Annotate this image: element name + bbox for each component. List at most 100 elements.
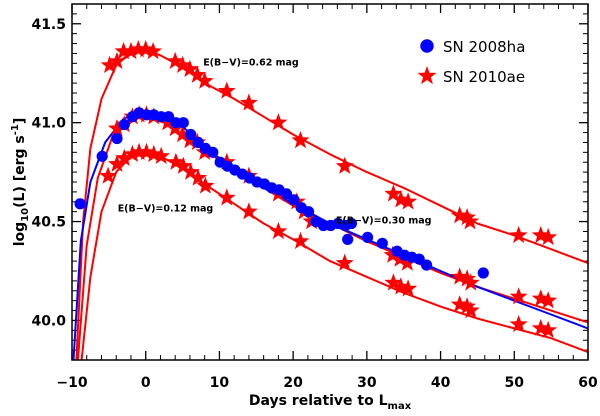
- data-point-sn2010ae: [269, 113, 288, 131]
- data-points: [74, 40, 558, 338]
- data-point-sn2010ae: [129, 40, 148, 58]
- legend-symbol: [417, 66, 437, 85]
- data-point-sn2010ae: [174, 156, 193, 174]
- data-point-sn2010ae: [539, 320, 558, 338]
- data-point-sn2010ae: [144, 42, 163, 60]
- data-point-sn2008ha: [74, 198, 86, 210]
- annotation-label: E(B−V)=0.62 mag: [203, 57, 299, 68]
- data-point-sn2010ae: [239, 202, 258, 220]
- data-point-sn2010ae: [180, 59, 199, 77]
- data-point-sn2010ae: [291, 131, 310, 149]
- data-point-sn2010ae: [335, 156, 354, 174]
- x-tick-labels: −10 0 10 20 30 40 50 60: [56, 375, 598, 391]
- data-point-sn2008ha: [303, 206, 315, 218]
- y-tick-label: 40.0: [31, 313, 66, 329]
- y-tick-label: 41.5: [31, 17, 66, 33]
- x-tick-label: −10: [56, 375, 87, 391]
- y-axis-label-suffix: ]: [12, 118, 28, 124]
- x-axis-label-main: Days relative to L: [249, 393, 388, 409]
- y-axis-label-main: (L) [erg s: [12, 135, 28, 208]
- x-tick-label: 20: [283, 375, 303, 391]
- data-point-sn2010ae: [461, 301, 480, 319]
- data-point-sn2010ae: [539, 291, 558, 309]
- legend: SN 2008ha SN 2010ae: [417, 38, 525, 86]
- y-axis-label-prefix: log: [12, 222, 28, 246]
- data-point-sn2010ae: [399, 279, 418, 297]
- data-point-sn2010ae: [99, 166, 118, 184]
- data-point-sn2010ae: [398, 253, 417, 271]
- data-point-sn2010ae: [196, 176, 215, 194]
- x-axis-label-subscript: max: [388, 401, 412, 412]
- data-point-sn2010ae: [166, 152, 185, 170]
- data-point-sn2008ha: [207, 146, 219, 158]
- data-point-sn2010ae: [115, 148, 134, 166]
- x-tick-label: 60: [578, 375, 598, 391]
- y-tick-labels: 40.0 40.5 41.0 41.5: [31, 17, 66, 330]
- data-point-sn2010ae: [509, 314, 528, 333]
- data-point-sn2010ae: [189, 168, 208, 186]
- y-axis-label-subscript: 10: [20, 208, 31, 222]
- legend-label-sn2008ha: SN 2008ha: [443, 38, 525, 56]
- y-tick-label: 40.5: [31, 215, 66, 231]
- data-point-sn2008ha: [111, 132, 123, 145]
- annotation-label: E(B−V)=0.12 mag: [118, 204, 214, 215]
- data-point-sn2010ae: [509, 225, 528, 244]
- legend-marker-sn2010ae: [417, 66, 437, 85]
- annotations: E(B−V)=0.62 mag E(B−V)=0.12 mag E(B−V)=0.3…: [118, 57, 432, 226]
- legend-label-sn2010ae: SN 2010ae: [443, 68, 525, 86]
- data-point-sn2010ae: [399, 192, 418, 210]
- x-tick-label: 0: [141, 375, 151, 391]
- data-point-sn2010ae: [121, 42, 140, 60]
- y-axis-label-superscript: -1: [10, 124, 21, 135]
- x-axis-label: Days relative to Lmax: [249, 393, 412, 412]
- data-point-sn2010ae: [123, 144, 142, 162]
- data-point-sn2010ae: [539, 227, 558, 246]
- data-point-sn2010ae: [461, 212, 480, 230]
- data-point-sn2010ae: [107, 51, 126, 69]
- data-point-sn2010ae: [458, 208, 477, 226]
- legend-symbol: [420, 39, 434, 53]
- data-point-sn2010ae: [130, 142, 149, 160]
- annotation-label: E(B−V)=0.30 mag: [336, 216, 432, 227]
- data-point-sn2010ae: [173, 55, 192, 73]
- y-tick-label: 41.0: [31, 116, 66, 132]
- data-point-sn2008ha: [96, 150, 108, 162]
- y-axis-label: log10(L) [erg s-1]: [10, 118, 31, 247]
- x-tick-label: 10: [210, 375, 230, 391]
- data-point-sn2010ae: [173, 125, 192, 143]
- data-point-sn2010ae: [114, 42, 133, 60]
- data-point-sn2010ae: [458, 269, 477, 287]
- data-point-sn2010ae: [239, 93, 258, 111]
- data-point-sn2010ae: [458, 297, 477, 315]
- data-point-sn2010ae: [509, 287, 528, 305]
- data-point-sn2010ae: [269, 221, 288, 240]
- data-point-sn2010ae: [195, 71, 214, 89]
- data-point-sn2010ae: [181, 162, 200, 180]
- data-point-sn2010ae: [166, 51, 185, 69]
- data-point-sn2008ha: [421, 259, 433, 271]
- data-point-sn2008ha: [345, 217, 357, 230]
- data-point-sn2010ae: [217, 81, 236, 99]
- x-tick-label: 50: [505, 375, 525, 391]
- data-point-sn2008ha: [177, 117, 189, 129]
- data-point-sn2010ae: [384, 273, 403, 291]
- plot-frame: [71, 3, 589, 361]
- data-point-sn2010ae: [291, 231, 310, 249]
- data-point-sn2008ha: [362, 231, 374, 243]
- x-tick-label: 30: [357, 375, 377, 391]
- legend-marker-sn2008ha: [420, 39, 434, 53]
- data-point-sn2010ae: [335, 253, 354, 271]
- data-point-sn2008ha: [342, 233, 354, 245]
- data-point-sn2008ha: [477, 267, 489, 279]
- data-point-sn2008ha: [376, 237, 388, 249]
- data-point-sn2010ae: [217, 188, 236, 206]
- data-point-sn2010ae: [384, 184, 403, 202]
- data-point-sn2010ae: [152, 146, 171, 164]
- data-point-sn2010ae: [188, 65, 207, 83]
- data-point-sn2010ae: [107, 119, 126, 137]
- data-point-sn2008ha: [288, 194, 300, 206]
- data-point-sn2008ha: [118, 119, 130, 131]
- data-point-sn2010ae: [100, 55, 119, 73]
- x-tick-label: 40: [431, 375, 451, 391]
